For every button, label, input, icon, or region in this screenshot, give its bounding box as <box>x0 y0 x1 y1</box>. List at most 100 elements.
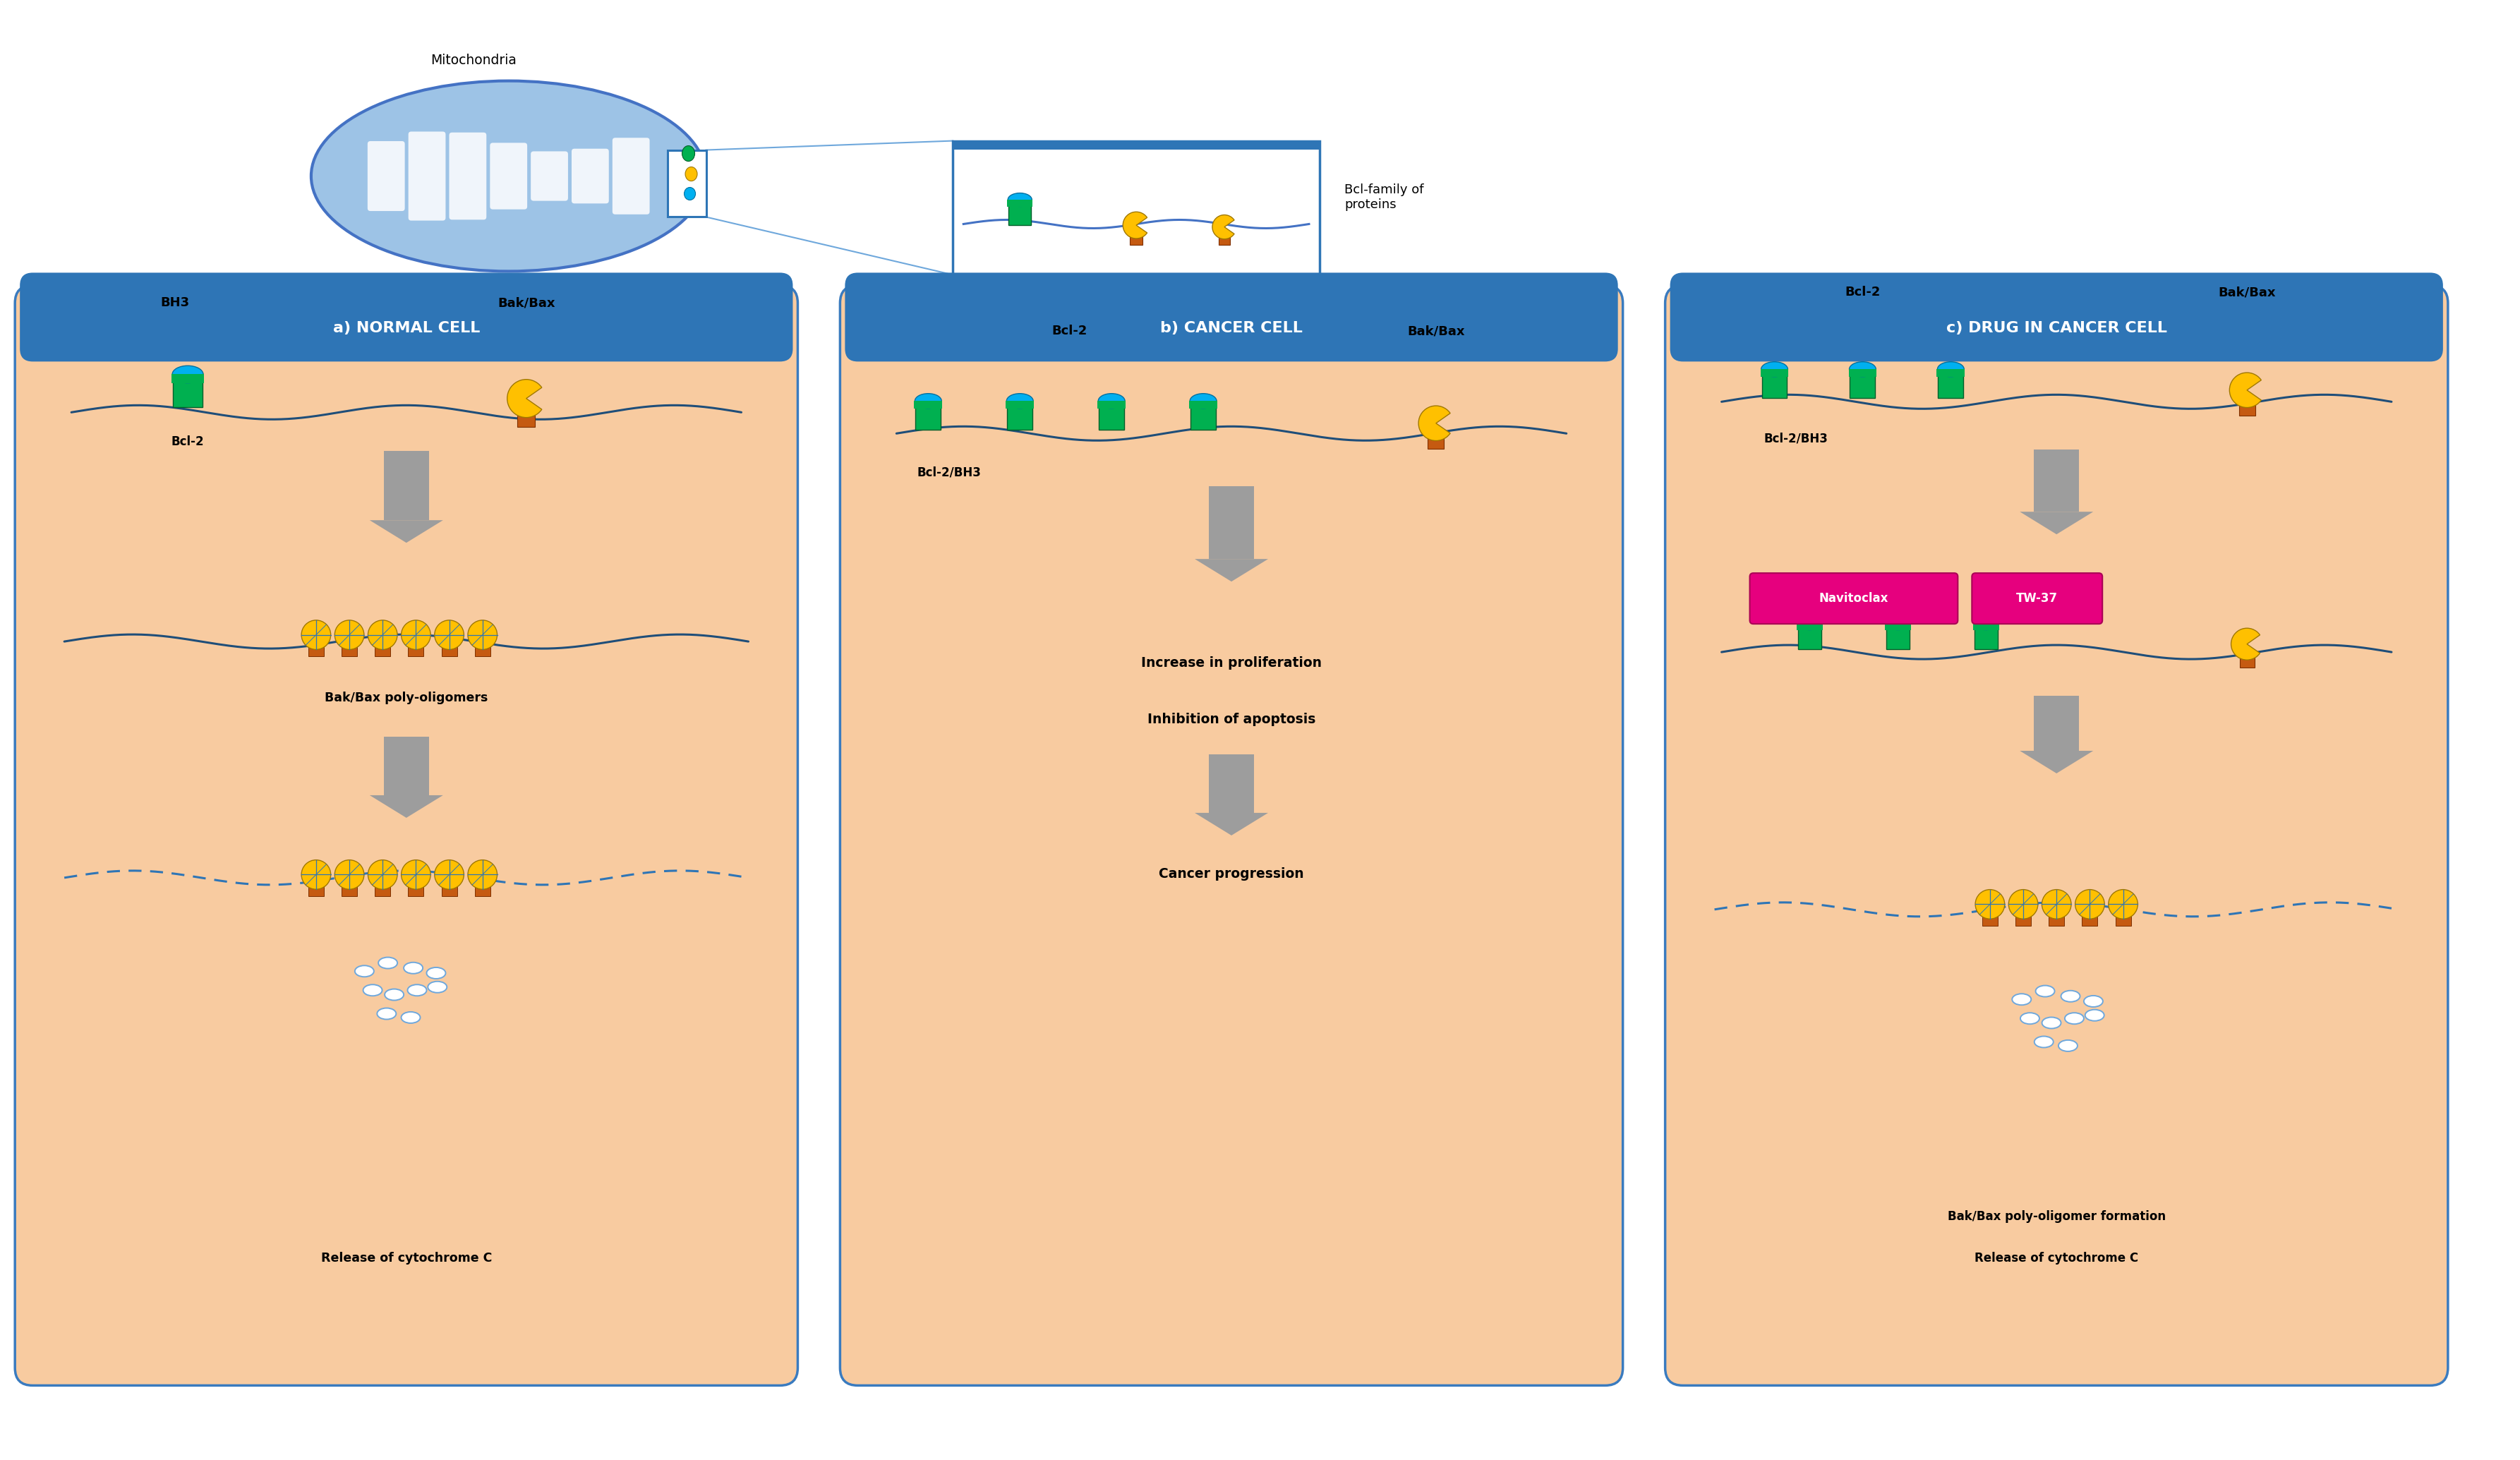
Bar <box>375 644 391 656</box>
Bar <box>517 410 534 426</box>
Circle shape <box>368 860 398 889</box>
Bar <box>408 644 423 656</box>
Circle shape <box>368 620 398 650</box>
Ellipse shape <box>2059 1040 2076 1051</box>
Bar <box>2034 696 2079 750</box>
Ellipse shape <box>1099 394 1124 409</box>
Bar <box>2114 913 2132 926</box>
FancyBboxPatch shape <box>1189 400 1217 429</box>
Bar <box>343 644 358 656</box>
Bar <box>2049 913 2064 926</box>
FancyBboxPatch shape <box>1008 400 1033 429</box>
FancyBboxPatch shape <box>1666 285 2447 1386</box>
Ellipse shape <box>428 981 446 993</box>
FancyBboxPatch shape <box>1797 623 1822 629</box>
FancyBboxPatch shape <box>20 273 794 362</box>
Circle shape <box>2109 889 2137 918</box>
FancyBboxPatch shape <box>1938 368 1963 397</box>
Text: Bcl-2/BH3: Bcl-2/BH3 <box>917 466 980 479</box>
Bar <box>857 326 1605 349</box>
Circle shape <box>335 620 363 650</box>
Circle shape <box>335 860 363 889</box>
Ellipse shape <box>1005 394 1033 409</box>
Circle shape <box>1976 889 2003 918</box>
Ellipse shape <box>363 984 383 996</box>
Ellipse shape <box>355 965 373 977</box>
Bar <box>33 326 781 349</box>
Text: Bak/Bax poly-oligomers: Bak/Bax poly-oligomers <box>325 692 489 704</box>
Ellipse shape <box>1850 362 1875 377</box>
Ellipse shape <box>2041 1018 2061 1028</box>
Circle shape <box>302 620 330 650</box>
Text: Bcl-2: Bcl-2 <box>1051 326 1086 337</box>
Text: Navitoclax: Navitoclax <box>1819 593 1887 604</box>
Wedge shape <box>507 380 542 418</box>
FancyBboxPatch shape <box>844 273 1618 362</box>
Circle shape <box>401 620 431 650</box>
FancyBboxPatch shape <box>1761 369 1789 377</box>
FancyBboxPatch shape <box>174 372 202 407</box>
Circle shape <box>433 860 464 889</box>
Wedge shape <box>1419 406 1449 441</box>
Bar <box>408 883 423 896</box>
Bar <box>1429 434 1444 450</box>
FancyBboxPatch shape <box>1671 273 2442 362</box>
Bar <box>441 883 456 896</box>
Bar <box>1210 486 1255 559</box>
Circle shape <box>433 620 464 650</box>
Ellipse shape <box>683 146 696 161</box>
FancyBboxPatch shape <box>1008 199 1031 225</box>
Wedge shape <box>2230 372 2260 407</box>
Text: Bak/Bax poly-oligomer formation: Bak/Bax poly-oligomer formation <box>1948 1210 2165 1222</box>
Circle shape <box>2041 889 2071 918</box>
Bar <box>953 140 1320 149</box>
Bar <box>2082 913 2097 926</box>
Ellipse shape <box>2034 1037 2054 1047</box>
Bar <box>474 883 491 896</box>
Bar <box>474 644 491 656</box>
FancyBboxPatch shape <box>1761 368 1787 397</box>
Text: Increase in proliferation: Increase in proliferation <box>1142 656 1323 669</box>
FancyBboxPatch shape <box>1099 400 1124 429</box>
Text: Release of cytochrome C: Release of cytochrome C <box>320 1253 491 1264</box>
Polygon shape <box>2021 512 2094 534</box>
Bar <box>1129 234 1142 245</box>
Circle shape <box>2008 889 2039 918</box>
Polygon shape <box>1194 813 1268 835</box>
Text: Bcl-family of
proteins: Bcl-family of proteins <box>1343 184 1424 210</box>
Ellipse shape <box>1008 193 1031 206</box>
Ellipse shape <box>403 962 423 974</box>
Text: Bcl-2: Bcl-2 <box>1845 286 1880 299</box>
Ellipse shape <box>310 80 706 272</box>
Ellipse shape <box>386 988 403 1000</box>
Text: Release of cytochrome C: Release of cytochrome C <box>1976 1253 2139 1264</box>
Bar <box>383 737 428 796</box>
Ellipse shape <box>171 365 204 383</box>
Ellipse shape <box>2036 986 2054 997</box>
Bar <box>441 644 456 656</box>
FancyBboxPatch shape <box>1008 200 1033 206</box>
FancyBboxPatch shape <box>915 400 940 429</box>
Bar <box>375 883 391 896</box>
Wedge shape <box>2230 628 2260 660</box>
Polygon shape <box>1194 559 1268 581</box>
Circle shape <box>469 620 496 650</box>
Bar <box>343 883 358 896</box>
FancyBboxPatch shape <box>449 133 486 219</box>
FancyBboxPatch shape <box>1885 622 1910 650</box>
FancyBboxPatch shape <box>612 137 650 215</box>
FancyBboxPatch shape <box>1749 574 1958 623</box>
Ellipse shape <box>401 1012 421 1023</box>
Ellipse shape <box>408 984 426 996</box>
FancyBboxPatch shape <box>1189 400 1217 409</box>
Text: Bak/Bax: Bak/Bax <box>2218 286 2276 299</box>
Bar <box>1220 235 1230 245</box>
Ellipse shape <box>1885 616 1910 629</box>
Bar <box>1983 913 1998 926</box>
FancyBboxPatch shape <box>915 400 942 409</box>
FancyBboxPatch shape <box>171 374 204 383</box>
Circle shape <box>302 860 330 889</box>
FancyBboxPatch shape <box>1973 623 1998 629</box>
Circle shape <box>2074 889 2104 918</box>
FancyBboxPatch shape <box>1799 622 1822 650</box>
